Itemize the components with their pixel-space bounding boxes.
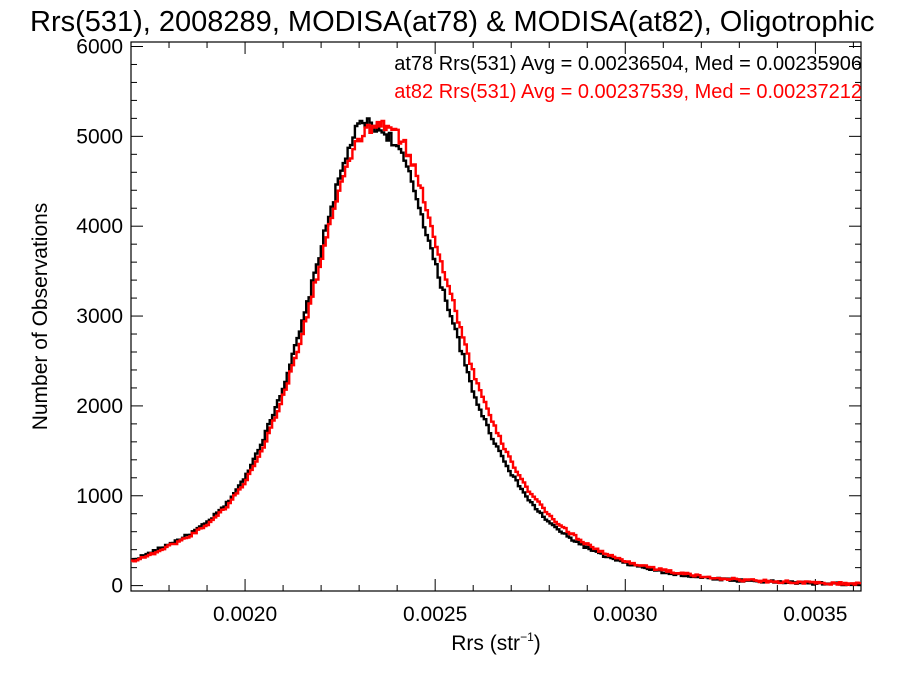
y-tick-label: 1000	[76, 485, 123, 508]
x-axis-label-base: Rrs (str	[451, 632, 520, 655]
tick-labels: 0.0020 0.0025 0.0030 0.0035 0 1000 2000 3000 400…	[76, 35, 847, 626]
x-tick-label: 0.0020	[213, 603, 277, 626]
plot-frame	[130, 41, 862, 592]
x-tick-label: 0.0035	[783, 603, 847, 626]
series-line-at82	[131, 119, 861, 586]
chart-title: Rrs(531), 2008289, MODISA(at78) & MODISA…	[30, 6, 875, 38]
x-axis-label-close: )	[534, 632, 541, 655]
legend-entry-at78: at78 Rrs(531) Avg = 0.00236504, Med = 0.…	[394, 53, 862, 75]
y-tick-label: 3000	[76, 305, 123, 328]
y-tick-label: 5000	[76, 125, 123, 148]
legend-entry-at82: at82 Rrs(531) Avg = 0.00237539, Med = 0.…	[394, 81, 862, 103]
y-tick-label: 6000	[76, 35, 123, 58]
y-tick-label: 0	[111, 575, 123, 598]
x-axis-label: Rrs (str−1)	[451, 630, 541, 655]
series-layer	[131, 117, 861, 587]
x-axis-label-sup: −1	[520, 630, 534, 644]
y-axis-label: Number of Observations	[29, 203, 52, 431]
series-line-at78	[131, 117, 861, 587]
x-tick-label: 0.0025	[403, 603, 467, 626]
axis-ticks	[130, 42, 861, 591]
x-tick-label: 0.0030	[593, 603, 657, 626]
y-tick-label: 4000	[76, 215, 123, 238]
y-tick-label: 2000	[76, 395, 123, 418]
